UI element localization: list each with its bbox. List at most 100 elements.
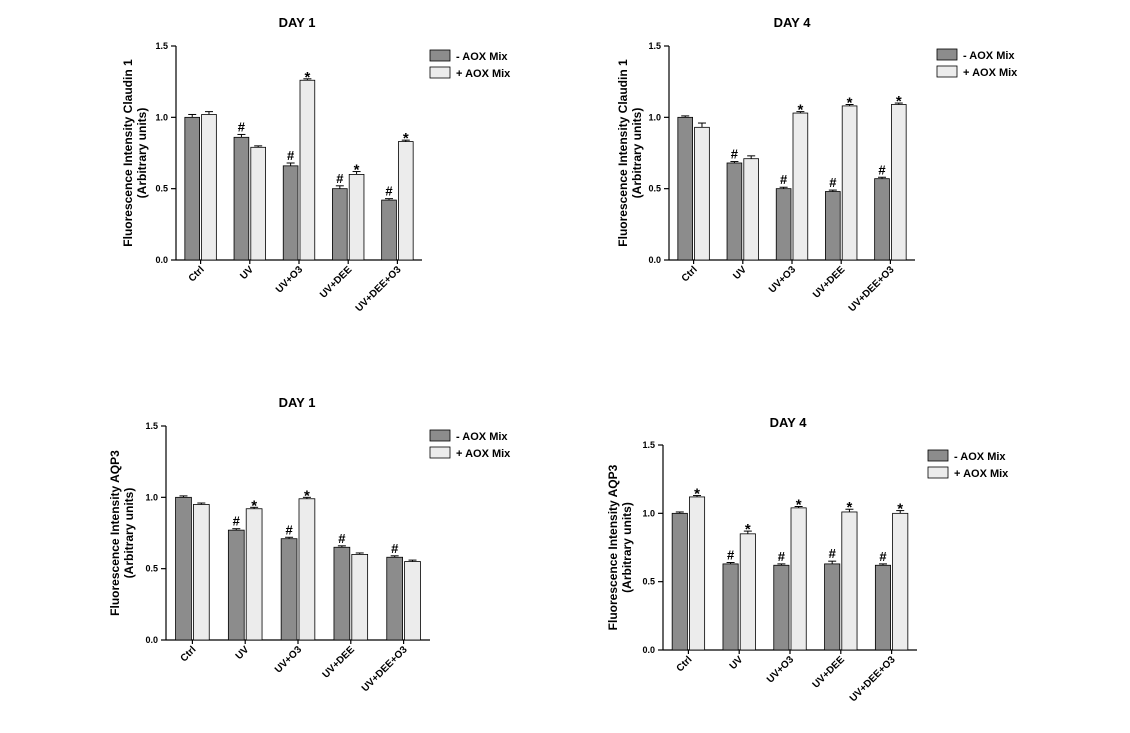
y-axis-label: Fluorescence Intensity Claudin 1 — [121, 59, 135, 247]
legend-label: - AOX Mix — [963, 50, 1015, 62]
bar — [282, 165, 299, 261]
significance-star: * — [896, 93, 902, 110]
x-tick-label: UV+DEE — [811, 654, 848, 691]
bar — [689, 496, 706, 651]
bar — [175, 496, 192, 641]
chart-2: DAY 4 Fluorescence Intensity Claudin 1 (Ar… — [616, 15, 1018, 314]
x-tick-label: UV+DEE+O3 — [354, 264, 404, 314]
x-tick-label: Ctrl — [675, 654, 695, 674]
x-tick-label: UV+DEE+O3 — [847, 264, 897, 314]
significance-hash: # — [731, 147, 739, 162]
y-axis-label-units: (Arbitrary units) — [630, 108, 644, 199]
y-axis-label: Fluorescence Intensity AQP3 — [108, 450, 122, 616]
significance-hash: # — [287, 148, 295, 163]
bar — [792, 112, 809, 261]
y-tick-label: 1.5 — [145, 421, 158, 431]
significance-star: * — [797, 102, 803, 119]
y-tick-label: 1.0 — [155, 112, 168, 122]
y-tick-label: 0.0 — [155, 255, 168, 265]
x-tick-label: UV+O3 — [274, 264, 305, 295]
bar — [874, 178, 890, 261]
significance-hash: # — [233, 514, 241, 529]
legend-label: + AOX Mix — [456, 448, 511, 460]
significance-star: * — [745, 521, 751, 538]
significance-hash: # — [878, 162, 886, 177]
significance-star: * — [796, 497, 802, 514]
y-tick-label: 0.5 — [648, 184, 661, 194]
chart-title: DAY 1 — [279, 15, 316, 30]
y-axis-label-units: (Arbitrary units) — [620, 502, 634, 593]
bar — [298, 498, 316, 641]
bar — [722, 563, 739, 651]
bar — [348, 173, 365, 261]
y-tick-label: 1.5 — [642, 440, 655, 450]
bar — [892, 512, 909, 651]
bar — [227, 529, 245, 641]
legend-swatch — [936, 65, 958, 78]
bar — [739, 533, 756, 651]
bar — [841, 105, 858, 261]
legend-label: - AOX Mix — [456, 51, 508, 63]
y-tick-label: 1.5 — [155, 41, 168, 51]
bar — [245, 508, 263, 641]
bar — [726, 162, 743, 261]
significance-star: * — [304, 69, 310, 86]
y-axis-label: Fluorescence Intensity AQP3 — [606, 464, 620, 630]
legend-label: - AOX Mix — [456, 431, 508, 443]
bar — [891, 104, 907, 261]
significance-hash: # — [780, 172, 788, 187]
y-tick-label: 1.0 — [145, 492, 158, 502]
significance-hash: # — [238, 119, 246, 134]
legend-swatch — [927, 466, 949, 479]
bar — [299, 79, 316, 261]
y-tick-label: 0.0 — [648, 255, 661, 265]
legend-swatch — [429, 429, 451, 442]
x-tick-label: UV+DEE — [321, 644, 358, 681]
bar — [671, 512, 688, 651]
legend-label: + AOX Mix — [456, 68, 511, 80]
bar — [825, 191, 841, 261]
y-tick-label: 0.0 — [145, 635, 158, 645]
significance-hash: # — [336, 171, 344, 186]
bar — [743, 158, 759, 261]
bar — [386, 556, 404, 641]
bar — [775, 188, 792, 261]
bar — [824, 563, 841, 651]
x-tick-label: UV+DEE+O3 — [848, 654, 898, 704]
bar — [677, 116, 694, 261]
bar — [841, 511, 858, 651]
bar — [201, 114, 217, 261]
bar — [351, 554, 369, 641]
bar — [790, 507, 807, 651]
bar — [874, 564, 891, 651]
significance-hash: # — [338, 531, 346, 546]
significance-hash: # — [778, 549, 786, 564]
bar — [233, 136, 250, 261]
bar — [694, 126, 710, 261]
x-tick-label: Ctrl — [680, 264, 700, 284]
bar — [381, 199, 397, 261]
bar — [404, 561, 421, 641]
y-tick-label: 1.5 — [648, 41, 661, 51]
bar — [773, 564, 790, 651]
significance-hash: # — [829, 546, 837, 561]
x-tick-label: UV+DEE — [811, 264, 848, 301]
significance-hash: # — [727, 548, 735, 563]
x-tick-label: UV+O3 — [273, 644, 304, 675]
significance-star: * — [694, 486, 700, 503]
bar — [250, 146, 266, 261]
legend-label: - AOX Mix — [954, 451, 1006, 463]
bar — [332, 188, 348, 261]
y-tick-label: 0.5 — [155, 184, 168, 194]
bar — [192, 504, 210, 641]
legend-swatch — [927, 449, 949, 462]
x-tick-label: Ctrl — [187, 264, 207, 284]
chart-4: DAY 4 Fluorescence Intensity AQP3 (Arbitra… — [606, 415, 1009, 704]
significance-star: * — [847, 94, 853, 111]
legend-swatch — [429, 66, 451, 79]
significance-hash: # — [391, 541, 399, 556]
significance-star: * — [897, 501, 903, 518]
y-tick-label: 0.5 — [642, 577, 655, 587]
x-tick-label: Ctrl — [179, 644, 199, 664]
legend-swatch — [936, 48, 958, 61]
